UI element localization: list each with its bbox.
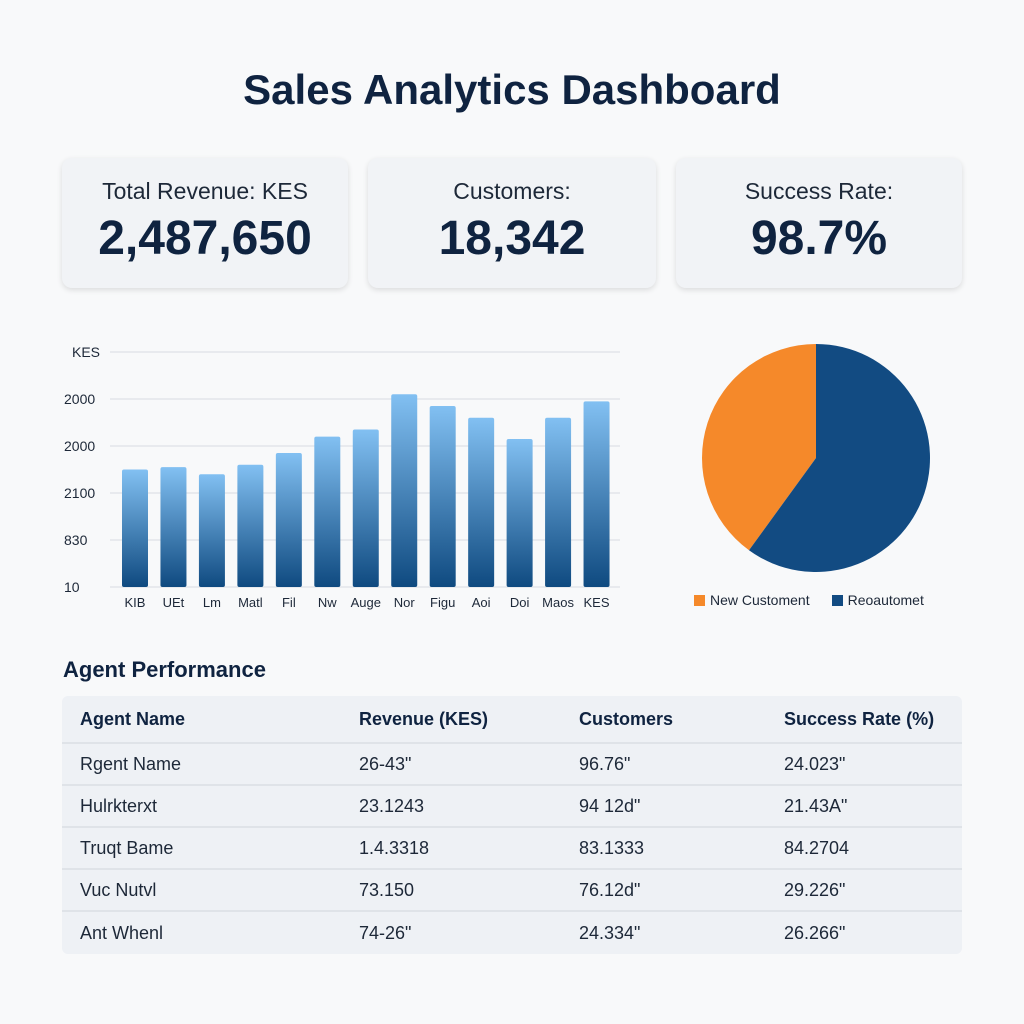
customer-pie-chart (702, 344, 930, 572)
y-tick-label: 2100 (64, 485, 95, 501)
table-row: Ant Whenl 74-26" 24.334" 26.266" (62, 912, 962, 954)
table-cell: 73.150 (359, 879, 415, 900)
x-tick-label: KES (584, 595, 610, 610)
revenue-bar-chart: 10 830 2100 2000 2000 KES KIB UEt Lm Matl Fil Nw Aug… (64, 344, 620, 610)
legend-item: Reoautomet (831, 592, 924, 608)
legend-label: New Customent (710, 592, 810, 608)
bar (391, 394, 418, 587)
y-tick-label: 2000 (64, 438, 95, 454)
bar (237, 464, 264, 587)
x-tick-label: Maos (542, 595, 574, 610)
table-cell: 1.4.3318 (359, 837, 430, 858)
table-cell: 26-43" (359, 753, 412, 774)
table-cell: Truqt Bame (80, 837, 174, 858)
kpi-label: Total Revenue: KES (102, 178, 308, 204)
y-tick-label: 830 (64, 532, 88, 548)
bar (506, 438, 533, 587)
kpi-card-revenue: Total Revenue: KES 2,487,650 (62, 158, 348, 288)
table-cell: 24.023" (784, 753, 846, 774)
column-header: Revenue (KES) (359, 708, 489, 729)
table-cell: 26.266" (784, 922, 846, 943)
legend-swatch (831, 595, 843, 606)
kpi-value: 18,342 (438, 212, 586, 265)
table-row: Hulrkterxt 23.1243 94 12d" 21.43A" (62, 786, 962, 828)
kpi-card-customers: Customers: 18,342 (368, 158, 656, 288)
bar (583, 401, 610, 587)
table-cell: 94 12d" (579, 795, 641, 816)
kpi-label: Success Rate: (744, 178, 894, 204)
agent-performance-table: Agent Name Revenue (KES) Customers Succe… (62, 696, 962, 954)
section-title: Agent Performance (63, 657, 266, 682)
bar (198, 474, 225, 587)
table-cell: 24.334" (579, 922, 641, 943)
table-row: Truqt Bame 1.4.3318 83.1333 84.2704 (62, 828, 962, 870)
pie-slice (702, 344, 816, 551)
x-tick-label: Nor (394, 595, 416, 610)
x-tick-label: Lm (203, 595, 221, 610)
kpi-value: 98.7% (750, 212, 888, 265)
pie-slice (748, 344, 930, 572)
table-cell: Vuc Nutvl (80, 879, 157, 900)
legend-item: New Customent (694, 592, 810, 608)
bar (352, 429, 379, 587)
x-tick-label: Nw (318, 595, 337, 610)
x-tick-label: Figu (430, 595, 455, 610)
x-tick-label: UEt (163, 595, 185, 610)
table-cell: 76.12d" (579, 879, 641, 900)
bar (468, 417, 495, 587)
y-tick-label: 2000 (64, 391, 95, 407)
column-header: Success Rate (%) (784, 708, 935, 729)
table-header-row: Agent Name Revenue (KES) Customers Succe… (62, 696, 962, 744)
x-tick-label: KIB (125, 595, 146, 610)
legend-swatch (694, 595, 705, 606)
table-cell: Hulrkterxt (80, 795, 158, 816)
legend-label: Reoautomet (847, 592, 924, 608)
bar (545, 417, 572, 587)
bar (122, 469, 148, 587)
kpi-value: 2,487,650 (98, 212, 312, 265)
table-cell: 29.226" (784, 879, 846, 900)
table-cell: 96.76" (579, 753, 631, 774)
x-tick-label: Auge (351, 595, 381, 610)
y-tick-label: KES (72, 344, 100, 360)
bar (314, 436, 341, 587)
table-cell: 84.2704 (784, 837, 850, 858)
y-tick-label: 10 (64, 579, 80, 595)
table-row: Vuc Nutvl 73.150 76.12d" 29.226" (62, 870, 962, 912)
x-tick-label: Doi (510, 595, 530, 610)
kpi-label: Customers: (453, 178, 571, 204)
column-header: Customers (579, 708, 674, 729)
kpi-card-success-rate: Success Rate: 98.7% (676, 158, 962, 288)
table-cell: 74-26" (359, 922, 412, 943)
page-title: Sales Analytics Dashboard (243, 66, 781, 113)
table-cell: Rgent Name (80, 753, 182, 774)
table-cell: 83.1333 (579, 837, 645, 858)
table-row: Rgent Name 26-43" 96.76" 24.023" (62, 744, 962, 786)
bar (160, 467, 187, 587)
table-cell: 23.1243 (359, 795, 425, 816)
x-tick-label: Fil (282, 595, 296, 610)
x-tick-label: Aoi (472, 595, 491, 610)
pie-legend: New Customent Reoautomet (694, 592, 924, 608)
bar (275, 453, 302, 587)
x-tick-label: Matl (238, 595, 263, 610)
column-header: Agent Name (80, 708, 186, 729)
table-cell: 21.43A" (784, 795, 848, 816)
table-cell: Ant Whenl (80, 922, 164, 943)
bar (429, 406, 456, 587)
